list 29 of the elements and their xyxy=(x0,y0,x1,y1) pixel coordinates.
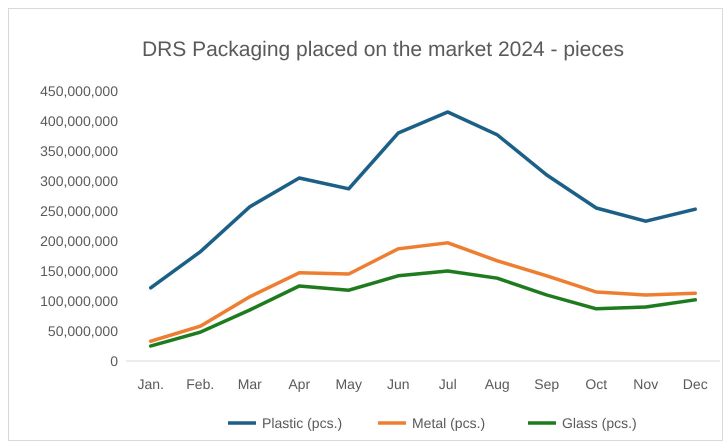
x-tick-label: Aug xyxy=(484,376,510,392)
chart-title: DRS Packaging placed on the market 2024 - pieces xyxy=(142,38,624,61)
y-tick-label: 50,000,000 xyxy=(48,322,118,339)
y-tick-label: 300,000,000 xyxy=(40,172,118,189)
x-tick-label: Nov xyxy=(633,376,658,392)
y-tick-label: 250,000,000 xyxy=(40,202,118,219)
x-tick-label: May xyxy=(336,376,362,392)
x-tick-label: Dec xyxy=(682,376,708,392)
x-tick-label: Jul xyxy=(438,376,457,392)
x-tick-label: Apr xyxy=(288,376,310,392)
legend-label: Plastic (pcs.) xyxy=(262,414,342,431)
y-tick-label: 350,000,000 xyxy=(40,142,118,159)
x-tick-label: Sep xyxy=(534,376,560,392)
legend-label: Glass (pcs.) xyxy=(562,414,637,431)
y-tick-label: 150,000,000 xyxy=(40,262,118,279)
line-series xyxy=(149,269,697,348)
y-tick-label: 200,000,000 xyxy=(40,232,118,249)
y-tick-label: 100,000,000 xyxy=(40,292,118,309)
y-tick-label: 450,000,000 xyxy=(40,82,118,99)
line-series xyxy=(149,110,697,290)
y-tick-label: 0 xyxy=(110,352,118,369)
x-tick-label: Oct xyxy=(585,376,608,392)
y-tick-label: 400,000,000 xyxy=(40,112,118,129)
x-tick-label: Feb. xyxy=(186,376,214,392)
x-tick-label: Jan. xyxy=(138,376,164,392)
legend-label: Metal (pcs.) xyxy=(412,414,486,431)
x-tick-label: Jun xyxy=(386,376,410,392)
line-series xyxy=(149,241,697,343)
x-tick-label: Mar xyxy=(238,376,262,392)
